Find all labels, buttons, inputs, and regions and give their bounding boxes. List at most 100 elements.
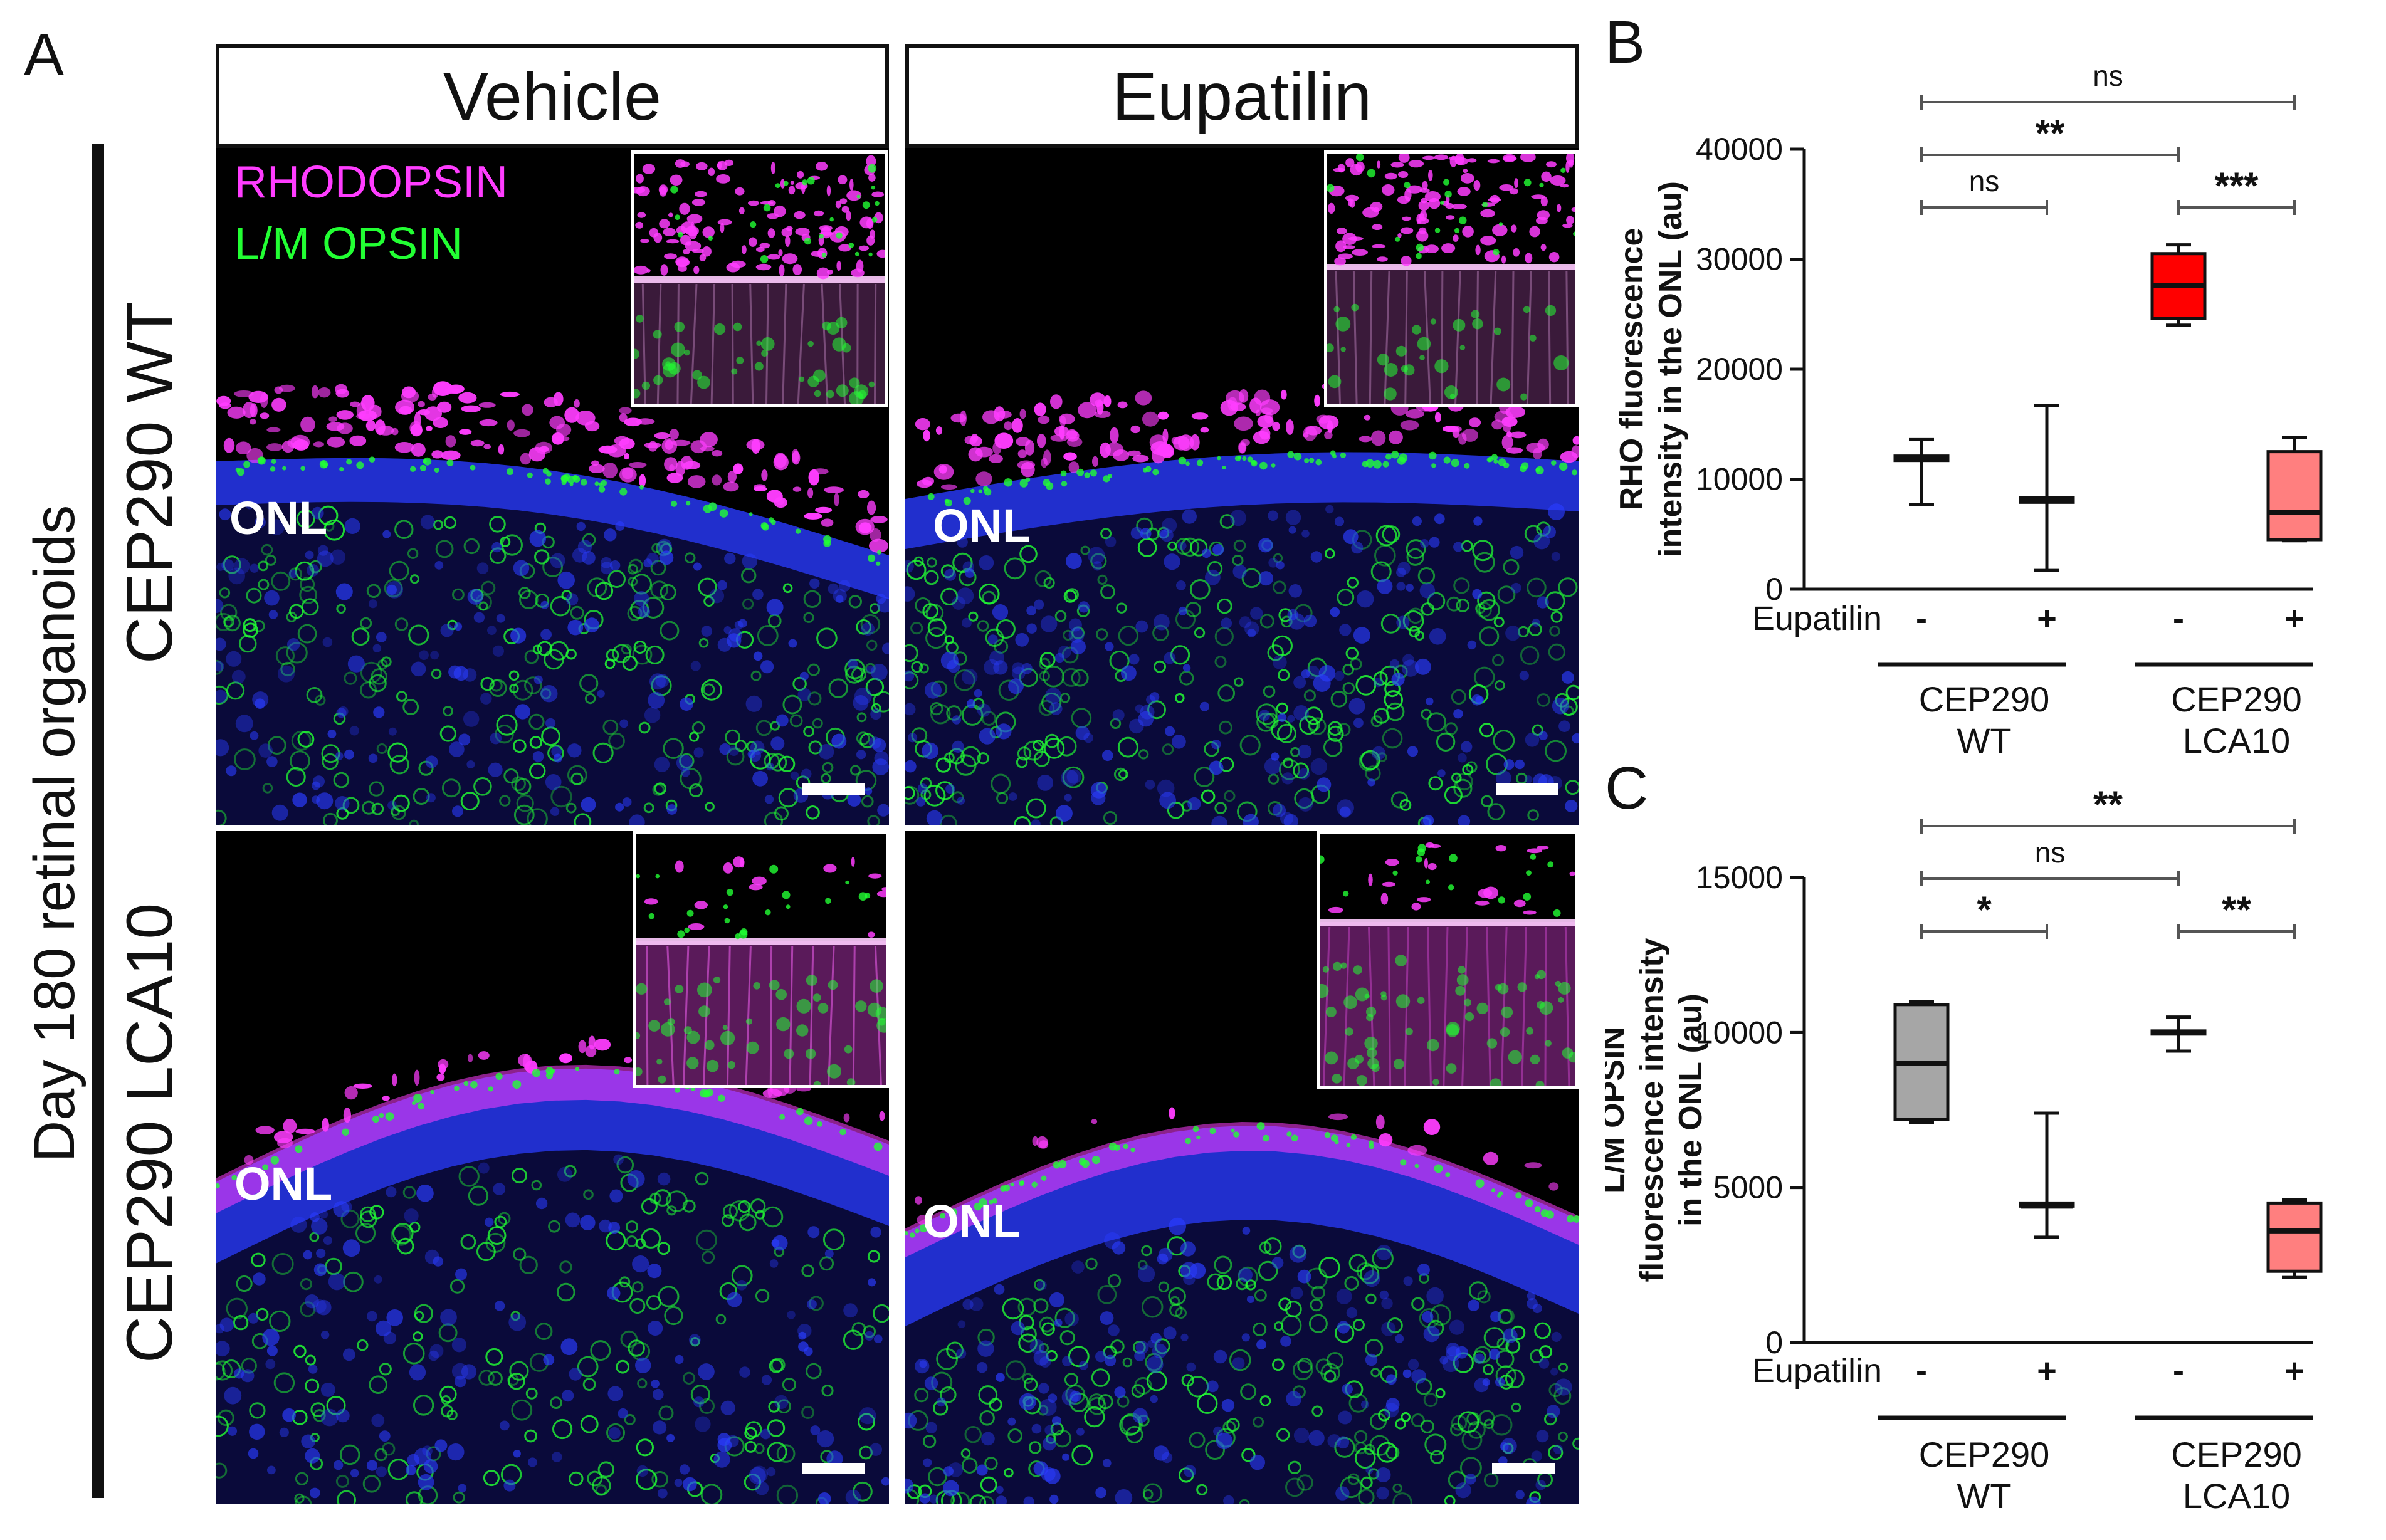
inset-column	[1521, 926, 1528, 1086]
lm-opsin-speck	[686, 501, 691, 506]
lm-opsin-cell	[1196, 1484, 1208, 1495]
inset-column	[797, 283, 805, 404]
lm-opsin-cell	[1033, 1298, 1049, 1314]
lm-opsin-cell	[776, 1484, 799, 1504]
lm-opsin-cell	[1019, 668, 1038, 688]
inset-lm-opsin	[745, 1018, 752, 1025]
micrograph-lca10-eupatilin: ONL	[905, 831, 1579, 1504]
inset-lm-opsin	[825, 898, 831, 904]
inset-lm-opsin	[828, 980, 838, 990]
inset-rhodopsin	[694, 901, 708, 909]
rhodopsin-segment	[1483, 1151, 1499, 1165]
nucleus	[957, 587, 974, 605]
lm-opsin-cell	[219, 587, 231, 599]
rhodopsin-segment	[1359, 436, 1372, 443]
inset-rhodopsin	[1525, 253, 1533, 264]
inset-rhodopsin	[1441, 243, 1456, 253]
inset-lm-opsin	[1392, 870, 1398, 876]
lm-opsin-cell	[587, 1470, 603, 1487]
rhodopsin-segment	[591, 460, 599, 466]
lm-opsin-speck	[989, 1200, 994, 1205]
rhodopsin-segment	[1103, 395, 1112, 407]
lm-opsin-cell	[243, 618, 257, 632]
lm-opsin-cell	[905, 786, 915, 800]
nucleus	[747, 750, 756, 758]
nucleus	[235, 715, 253, 733]
nucleus	[248, 1312, 259, 1324]
lm-opsin-cell	[985, 628, 1004, 647]
nucleus	[1434, 513, 1445, 525]
lm-opsin-cell	[1085, 1257, 1098, 1270]
rhodopsin-segment	[1452, 426, 1460, 439]
lm-opsin-cell	[413, 788, 430, 805]
nucleus	[615, 521, 625, 531]
lm-opsin-cell	[755, 1210, 765, 1220]
nucleus	[1338, 1410, 1352, 1425]
nucleus	[250, 563, 259, 573]
nucleus	[962, 617, 972, 628]
lm-opsin-cell	[803, 612, 814, 623]
nucleus	[1239, 616, 1251, 628]
nucleus	[987, 634, 998, 645]
nucleus	[1446, 1343, 1460, 1356]
lm-opsin-cell	[1117, 736, 1138, 758]
lm-opsin-cell	[1109, 651, 1130, 671]
inset-column	[745, 945, 752, 1085]
nucleus	[386, 584, 397, 595]
lm-opsin-cell	[1026, 798, 1046, 819]
nucleus	[976, 1362, 988, 1373]
rhodopsin-segment	[436, 1073, 445, 1081]
nucleus	[916, 797, 926, 807]
lm-opsin-cell	[1349, 657, 1362, 671]
lm-opsin-speck	[1231, 1128, 1235, 1133]
nucleus	[681, 768, 690, 777]
lm-opsin-cell	[443, 516, 456, 530]
nucleus	[755, 1481, 769, 1495]
significance-label: **	[2093, 783, 2123, 825]
lm-opsin-cell	[1411, 1297, 1425, 1311]
inset-boundary	[1327, 264, 1575, 270]
lm-opsin-cell	[1451, 689, 1467, 705]
inset-lm-opsin	[1498, 896, 1505, 904]
lm-opsin-cell	[1511, 1402, 1521, 1413]
inset-lm-opsin	[829, 217, 834, 222]
nucleus	[957, 537, 968, 548]
inset-rhodopsin	[868, 174, 876, 182]
lm-opsin-cell	[778, 755, 796, 772]
lm-opsin-cell	[258, 579, 270, 590]
rhodopsin-segment	[1092, 456, 1098, 467]
inset-lm-opsin	[868, 164, 877, 173]
inset-lm-opsin	[1500, 1027, 1510, 1037]
inset-rhodopsin	[1385, 859, 1399, 866]
lm-opsin-cell	[700, 679, 722, 701]
y-tick-label: 0	[1765, 1325, 1783, 1360]
lm-opsin-speck	[1443, 456, 1451, 464]
inset-lm-opsin	[1434, 228, 1441, 233]
rhodopsin-segment	[266, 443, 283, 451]
lm-opsin-cell	[651, 1470, 668, 1488]
rhodopsin-segment	[1501, 434, 1513, 450]
rhodopsin-segment	[458, 392, 477, 404]
nucleus	[1407, 746, 1418, 757]
inset-column	[666, 945, 675, 1085]
inset-rhodopsin	[868, 931, 875, 938]
rhodopsin-segment	[727, 471, 737, 483]
lm-opsin-speck	[1567, 1215, 1574, 1223]
nucleus	[265, 1359, 276, 1370]
micrograph-wt-vehicle: RHODOPSIN L/M OPSIN ONL	[216, 148, 889, 825]
rhodopsin-segment	[470, 439, 485, 447]
lm-opsin-cell	[1263, 1237, 1282, 1255]
inset-lm-opsin	[1553, 909, 1561, 917]
lm-opsin-cell	[481, 580, 496, 595]
lm-opsin-cell	[1354, 1430, 1368, 1444]
lm-opsin-cell	[1046, 1350, 1058, 1362]
lm-opsin-cell	[488, 1371, 503, 1386]
inset-lm-opsin	[760, 255, 769, 263]
inset-lm-opsin	[1393, 1059, 1404, 1069]
lm-opsin-speck	[1520, 465, 1527, 473]
nucleus	[622, 797, 632, 807]
nucleus	[416, 1185, 434, 1202]
nucleus	[1019, 1393, 1036, 1410]
lm-opsin-cell	[569, 1471, 584, 1487]
nucleus	[322, 637, 333, 647]
